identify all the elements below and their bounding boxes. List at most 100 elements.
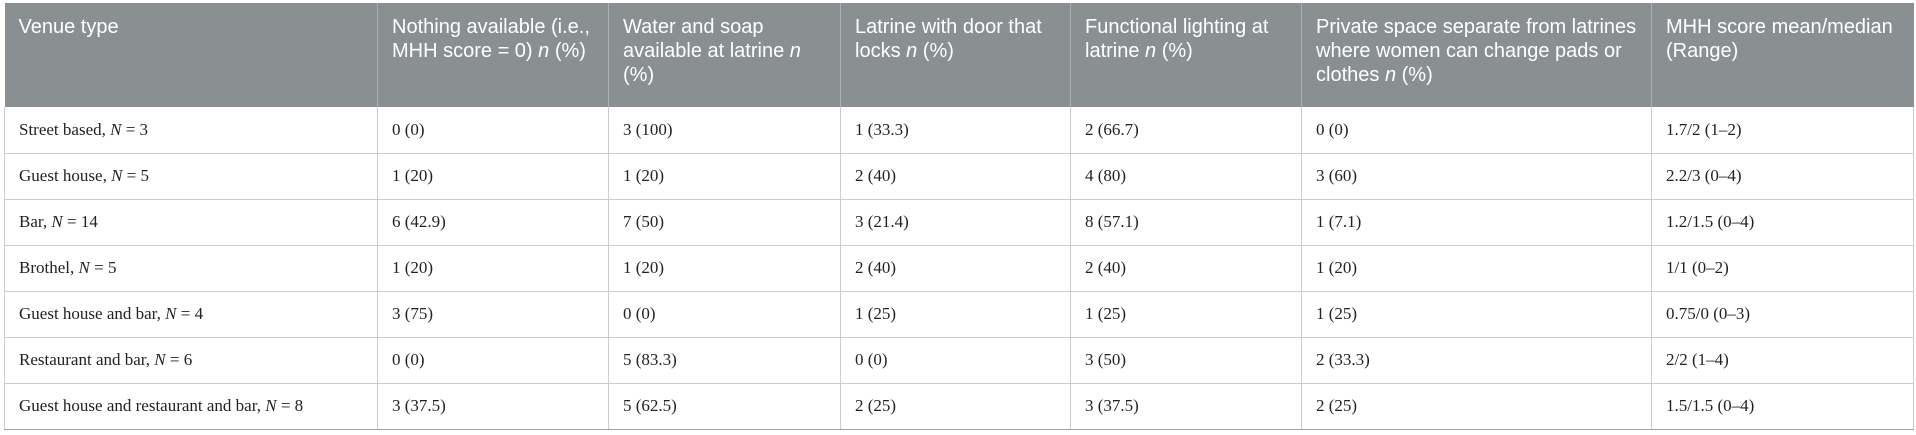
table-cell: 1 (33.3) <box>840 107 1071 154</box>
venue-type-cell: Bar, N = 14 <box>4 199 378 246</box>
table-cell: 1 (25) <box>1070 291 1302 338</box>
table-cell: 1.7/2 (1–2) <box>1651 107 1914 154</box>
header-percent-label: (%) <box>1156 40 1193 62</box>
table-cell: 2 (33.3) <box>1301 337 1652 384</box>
venue-type-cell: Brothel, N = 5 <box>4 245 378 292</box>
venue-label: Restaurant and bar, <box>19 350 155 369</box>
venue-n-value: 5 <box>140 166 150 185</box>
table-cell: 2 (40) <box>1070 245 1302 292</box>
venue-n-value: 5 <box>107 258 117 277</box>
table-cell: 1 (20) <box>377 245 609 292</box>
header-text: Nothing available (i.e., MHH score = 0) <box>392 16 590 62</box>
table-cell: 0 (0) <box>1301 107 1652 154</box>
header-n-symbol: n <box>1145 40 1157 62</box>
header-n-symbol: n <box>1384 64 1397 86</box>
table-cell: 2 (25) <box>840 383 1071 430</box>
table-cell: 1 (25) <box>1301 291 1652 338</box>
header-text: MHH score mean/median (Range) <box>1666 16 1893 62</box>
venue-type-cell: Guest house and bar, N = 4 <box>4 291 378 338</box>
table-row: Street based, N = 3 0 (0) 3 (100) 1 (33.3) 2… <box>4 107 1914 154</box>
header-door-locks: Latrine with door that locks n (%) <box>840 3 1071 107</box>
table-cell: 3 (100) <box>608 107 841 154</box>
n-symbol: N <box>51 212 63 231</box>
venue-n-value: 8 <box>294 396 304 415</box>
table-cell: 5 (62.5) <box>608 383 841 430</box>
header-percent-label: (%) <box>1396 64 1433 86</box>
table-cell: 2 (66.7) <box>1070 107 1302 154</box>
header-nothing-available: Nothing available (i.e., MHH score = 0) … <box>377 3 609 107</box>
header-text: Venue type <box>18 16 119 38</box>
table-cell: 0.75/0 (0–3) <box>1651 291 1914 338</box>
header-private-space: Private space separate from latrines whe… <box>1301 3 1652 107</box>
venue-label: Brothel, <box>19 258 79 277</box>
n-symbol: N <box>154 350 166 369</box>
header-percent-label: (%) <box>549 40 586 62</box>
table-cell: 1 (20) <box>1301 245 1652 292</box>
table-cell: 1.2/1.5 (0–4) <box>1651 199 1914 246</box>
venue-type-cell: Restaurant and bar, N = 6 <box>4 337 378 384</box>
table-cell: 2 (25) <box>1301 383 1652 430</box>
venue-label: Bar, <box>19 212 52 231</box>
table-cell: 1/1 (0–2) <box>1651 245 1914 292</box>
mhh-venue-table: Venue type Nothing available (i.e., MHH s… <box>4 3 1914 430</box>
header-functional-lighting: Functional lighting at latrine n (%) <box>1070 3 1302 107</box>
mhh-table-container: Venue type Nothing available (i.e., MHH s… <box>4 3 1914 430</box>
table-cell: 5 (83.3) <box>608 337 841 384</box>
table-cell: 3 (37.5) <box>1070 383 1302 430</box>
equals-sign: = <box>176 304 195 323</box>
header-water-soap: Water and soap available at latrine n (%… <box>608 3 841 107</box>
n-symbol: N <box>111 166 123 185</box>
table-cell: 0 (0) <box>840 337 1071 384</box>
equals-sign: = <box>122 166 141 185</box>
table-cell: 0 (0) <box>608 291 841 338</box>
header-row: Venue type Nothing available (i.e., MHH s… <box>4 3 1914 107</box>
equals-sign: = <box>165 350 184 369</box>
table-cell: 2 (40) <box>840 245 1071 292</box>
header-percent-label: (%) <box>917 40 954 62</box>
venue-type-cell: Guest house and restaurant and bar, N = … <box>4 383 378 430</box>
table-cell: 0 (0) <box>377 337 609 384</box>
equals-sign: = <box>121 119 140 139</box>
venue-label: Guest house, <box>19 166 112 185</box>
table-cell: 1 (20) <box>608 245 841 292</box>
table-cell: 8 (57.1) <box>1070 199 1302 246</box>
table-cell: 1 (20) <box>608 153 841 200</box>
table-cell: 2 (40) <box>840 153 1071 200</box>
header-text: Private space separate from latrines whe… <box>1316 16 1637 86</box>
table-cell: 2/2 (1–4) <box>1651 337 1914 384</box>
venue-label: Guest house and restaurant and bar, <box>19 396 266 415</box>
table-cell: 7 (50) <box>608 199 841 246</box>
header-venue-type: Venue type <box>4 3 378 107</box>
equals-sign: = <box>276 396 295 415</box>
equals-sign: = <box>89 258 108 277</box>
venue-n-value: 4 <box>194 304 204 323</box>
table-cell: 1.5/1.5 (0–4) <box>1651 383 1914 430</box>
header-n-symbol: n <box>538 40 550 62</box>
table-cell: 3 (60) <box>1301 153 1652 200</box>
header-text: Latrine with door that locks <box>855 16 1042 62</box>
header-mhh-score: MHH score mean/median (Range) <box>1651 3 1914 107</box>
table-row: Bar, N = 14 6 (42.9) 7 (50) 3 (21.4) 8 (57.1… <box>4 199 1914 246</box>
n-symbol: N <box>110 119 122 139</box>
header-text: Functional lighting at latrine <box>1085 16 1269 62</box>
n-symbol: N <box>78 258 90 277</box>
venue-label: Street based, <box>19 119 111 139</box>
table-cell: 1 (7.1) <box>1301 199 1652 246</box>
equals-sign: = <box>62 212 81 231</box>
table-cell: 4 (80) <box>1070 153 1302 200</box>
venue-n-value: 3 <box>139 119 149 139</box>
table-cell: 3 (21.4) <box>840 199 1071 246</box>
n-symbol: N <box>265 396 277 415</box>
table-cell: 3 (37.5) <box>377 383 609 430</box>
header-percent-label: (%) <box>623 64 655 86</box>
header-n-symbol: n <box>789 40 801 62</box>
n-symbol: N <box>165 304 177 323</box>
table-cell: 2.2/3 (0–4) <box>1651 153 1914 200</box>
venue-n-value: 14 <box>80 212 98 231</box>
table-header: Venue type Nothing available (i.e., MHH s… <box>4 3 1914 107</box>
venue-type-cell: Guest house, N = 5 <box>4 153 378 200</box>
